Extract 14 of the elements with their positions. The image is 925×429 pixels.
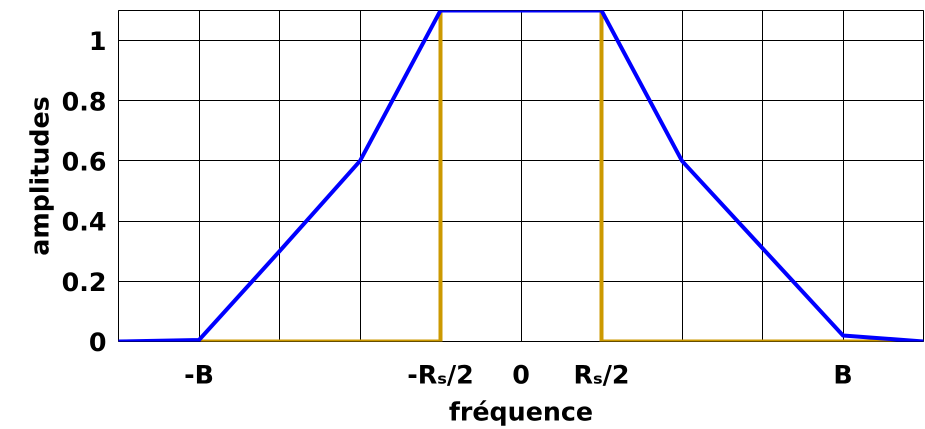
x-tick-label: B (833, 360, 853, 390)
y-tick-label: 0.6 (62, 146, 107, 176)
x-axis-title: fréquence (448, 396, 594, 426)
x-tick-label: Rₛ/2 (573, 360, 630, 390)
y-tick-label: 1 (88, 26, 106, 56)
y-tick-label: 0 (88, 327, 106, 357)
y-tick-label: 0.8 (62, 86, 107, 116)
x-tick-label: 0 (512, 360, 530, 390)
y-tick-label: 0.4 (62, 206, 107, 237)
y-axis-title: amplitudes (24, 96, 55, 256)
y-tick-label: 0.2 (62, 266, 107, 297)
line-series (118, 10, 924, 342)
x-tick-label: -Rₛ/2 (407, 360, 474, 390)
x-tick-label: -B (184, 360, 214, 390)
